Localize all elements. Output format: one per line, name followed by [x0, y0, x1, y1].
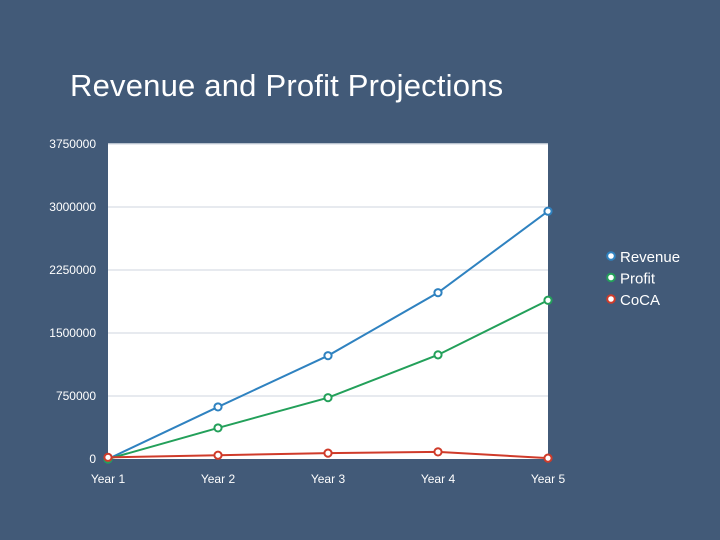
y-tick-label: 3750000 [49, 137, 96, 151]
x-tick-label: Year 3 [311, 472, 346, 486]
plot-area [108, 144, 548, 459]
data-point [213, 450, 223, 460]
gridlines [108, 143, 548, 397]
legend-label: Revenue [620, 249, 680, 266]
data-point [543, 453, 553, 463]
data-point [213, 402, 223, 412]
data-point [433, 350, 443, 360]
series-layer [103, 206, 553, 464]
slide-title: Revenue and Profit Projections [70, 68, 504, 103]
x-tick-label: Year 4 [421, 472, 456, 486]
legend-marker [606, 272, 616, 283]
legend: Revenue Profit CoCA [606, 249, 680, 309]
y-tick-label: 3000000 [49, 200, 96, 214]
data-point [323, 393, 333, 403]
x-tick-label: Year 5 [531, 472, 566, 486]
data-point [433, 288, 443, 298]
y-tick-label: 2250000 [49, 263, 96, 277]
series-coca [103, 447, 553, 463]
x-tick-label: Year 1 [91, 472, 126, 486]
legend-marker [606, 251, 616, 261]
data-point [213, 423, 223, 433]
legend-marker [606, 294, 616, 304]
y-tick-label: 1500000 [49, 326, 96, 340]
x-axis: Year 1 Year 2 Year 3 Year 4 Year 5 [91, 472, 566, 486]
y-axis: 0 750000 1500000 2250000 3000000 3750000 [49, 137, 96, 466]
data-point [433, 447, 443, 457]
legend-item-profit: Profit [606, 271, 656, 288]
legend-item-coca: CoCA [606, 292, 660, 309]
y-tick-label: 0 [89, 452, 96, 466]
data-point [323, 351, 333, 361]
legend-label: Profit [620, 271, 656, 288]
y-tick-label: 750000 [56, 389, 96, 403]
data-point [543, 206, 553, 216]
data-point [323, 448, 333, 458]
legend-item-revenue: Revenue [606, 249, 680, 266]
data-point [543, 295, 553, 305]
legend-label: CoCA [620, 292, 660, 309]
data-point [103, 452, 113, 462]
x-tick-label: Year 2 [201, 472, 236, 486]
